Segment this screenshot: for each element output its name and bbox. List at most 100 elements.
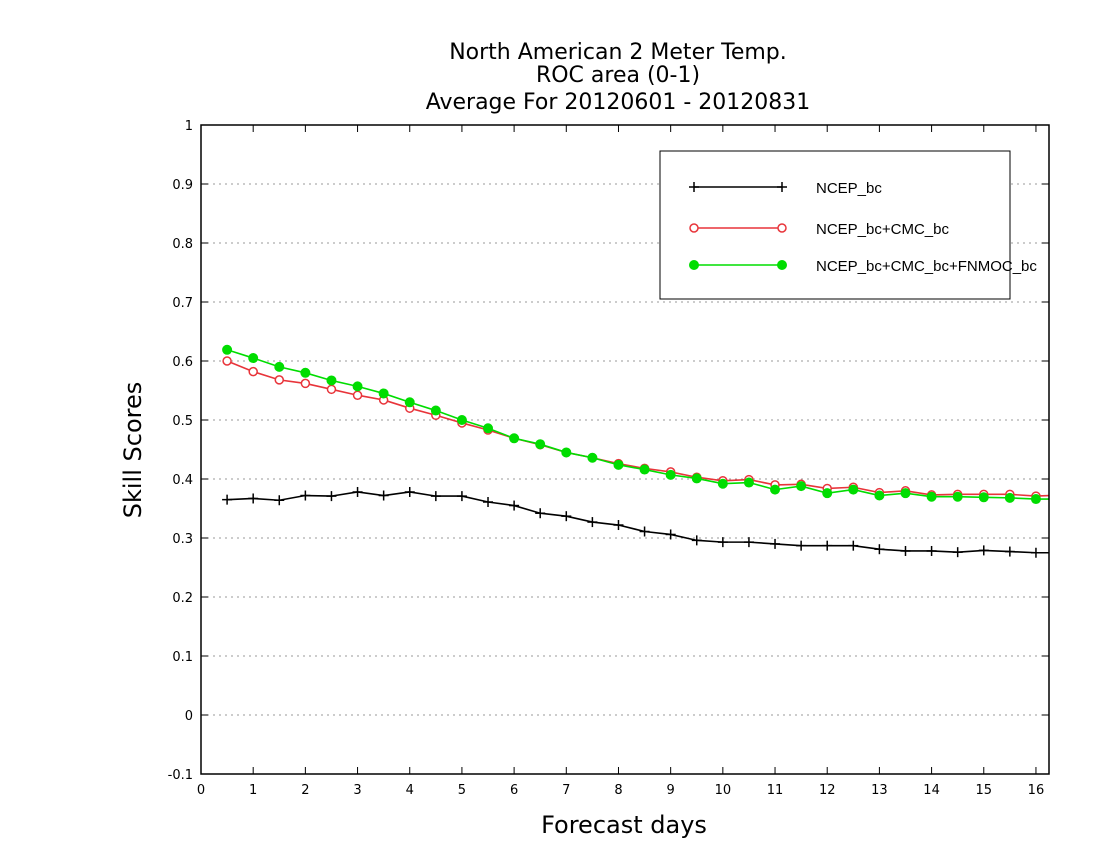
legend-marker xyxy=(777,223,787,233)
data-point xyxy=(483,497,494,508)
x-tick-label: 12 xyxy=(819,783,836,798)
data-point xyxy=(326,491,337,502)
data-point xyxy=(952,491,963,502)
data-point xyxy=(1030,547,1041,558)
x-tick-label: 5 xyxy=(458,783,466,798)
legend-marker xyxy=(689,223,699,233)
data-point xyxy=(352,390,363,400)
y-tick-label: 0.3 xyxy=(172,532,193,547)
data-point xyxy=(326,384,337,395)
data-point xyxy=(1004,492,1015,503)
series-line xyxy=(226,349,1049,500)
data-point xyxy=(561,511,572,522)
data-point xyxy=(717,478,728,489)
data-point xyxy=(561,447,572,458)
x-tick-label: 1 xyxy=(249,783,257,798)
data-point xyxy=(978,545,989,556)
plot-frame xyxy=(200,124,1050,775)
data-point xyxy=(274,495,285,506)
series-layer xyxy=(222,344,1050,558)
x-tick-label: 13 xyxy=(871,783,888,798)
data-point xyxy=(456,491,467,502)
legend-marker xyxy=(777,182,787,192)
y-tick-label: 0.2 xyxy=(172,591,193,606)
data-point xyxy=(874,490,885,501)
data-point xyxy=(535,508,546,519)
data-point xyxy=(743,477,754,488)
data-point xyxy=(404,397,415,408)
legend-item-2: NCEP_bc+CMC_bc xyxy=(689,221,949,238)
data-point xyxy=(900,545,911,556)
data-point xyxy=(717,537,728,548)
data-point xyxy=(378,490,389,501)
x-tick-label: 15 xyxy=(975,783,992,798)
data-point xyxy=(1030,494,1041,505)
data-point xyxy=(665,469,676,480)
data-point xyxy=(535,439,546,450)
x-tick-label: 2 xyxy=(301,783,309,798)
data-point xyxy=(300,490,311,501)
x-tick-label: 9 xyxy=(667,783,675,798)
legend-label: NCEP_bc xyxy=(816,180,882,197)
data-point xyxy=(587,452,598,463)
axes: -0.100.10.20.30.40.50.60.70.80.910 1 2 3 4 5 6… xyxy=(168,119,1049,798)
data-point xyxy=(483,423,494,434)
data-point xyxy=(613,520,624,531)
data-point xyxy=(1004,546,1015,557)
data-point xyxy=(613,459,624,470)
chart-title: North American 2 Meter Temp. ROC area (0… xyxy=(426,40,811,115)
data-point xyxy=(770,538,781,549)
data-point xyxy=(796,540,807,551)
data-point xyxy=(274,361,285,372)
data-point xyxy=(222,494,233,505)
data-point xyxy=(300,367,311,378)
x-tick-label: 14 xyxy=(923,783,940,798)
data-point xyxy=(952,547,963,558)
data-point xyxy=(691,535,702,546)
title-line-1: North American 2 Meter Temp. xyxy=(449,40,787,65)
data-point xyxy=(926,545,937,556)
data-point xyxy=(665,529,676,540)
data-point xyxy=(404,486,415,497)
x-tick-label: 3 xyxy=(353,783,361,798)
x-tick-label: 11 xyxy=(767,783,784,798)
y-tick-label: 0.8 xyxy=(172,237,193,252)
data-point xyxy=(587,517,598,528)
x-tick-label: 4 xyxy=(406,783,414,798)
data-point xyxy=(274,375,285,385)
data-point xyxy=(926,491,937,502)
series-line xyxy=(226,360,1050,497)
data-point xyxy=(378,388,389,399)
data-point xyxy=(222,356,232,366)
legend-label: NCEP_bc+CMC_bc+FNMOC_bc xyxy=(816,258,1037,275)
y-tick-label: -0.1 xyxy=(168,768,193,783)
x-tick-label: 0 xyxy=(197,783,205,798)
y-axis-label: Skill Scores xyxy=(119,382,147,519)
legend: NCEP_bc NCEP_bc+CMC_bc NCEP_bc+CMC_bc+FNMO… xyxy=(659,150,1037,300)
data-point xyxy=(978,492,989,503)
data-point xyxy=(639,464,650,475)
data-point xyxy=(822,540,833,551)
data-point xyxy=(509,433,520,444)
y-tick-label: 0.9 xyxy=(172,178,193,193)
data-point xyxy=(248,366,258,377)
series-3 xyxy=(222,344,1049,505)
y-tick-label: 0.1 xyxy=(172,650,193,665)
x-tick-label: 16 xyxy=(1028,783,1045,798)
title-line-2: ROC area (0-1) xyxy=(536,63,700,88)
legend-marker xyxy=(689,260,699,270)
data-point xyxy=(222,344,233,355)
legend-item-1: NCEP_bc xyxy=(689,180,882,197)
data-point xyxy=(796,481,807,492)
data-point xyxy=(509,500,520,511)
data-point xyxy=(900,488,911,499)
data-point xyxy=(430,491,441,502)
legend-item-3: NCEP_bc+CMC_bc+FNMOC_bc xyxy=(689,258,1037,275)
legend-marker xyxy=(689,182,699,192)
title-line-3: Average For 20120601 - 20120831 xyxy=(426,90,811,115)
x-tick-label: 10 xyxy=(715,783,732,798)
data-point xyxy=(300,378,311,389)
y-tick-label: 0.4 xyxy=(172,473,193,488)
y-tick-label: 0.6 xyxy=(172,355,193,370)
data-point xyxy=(248,353,259,364)
